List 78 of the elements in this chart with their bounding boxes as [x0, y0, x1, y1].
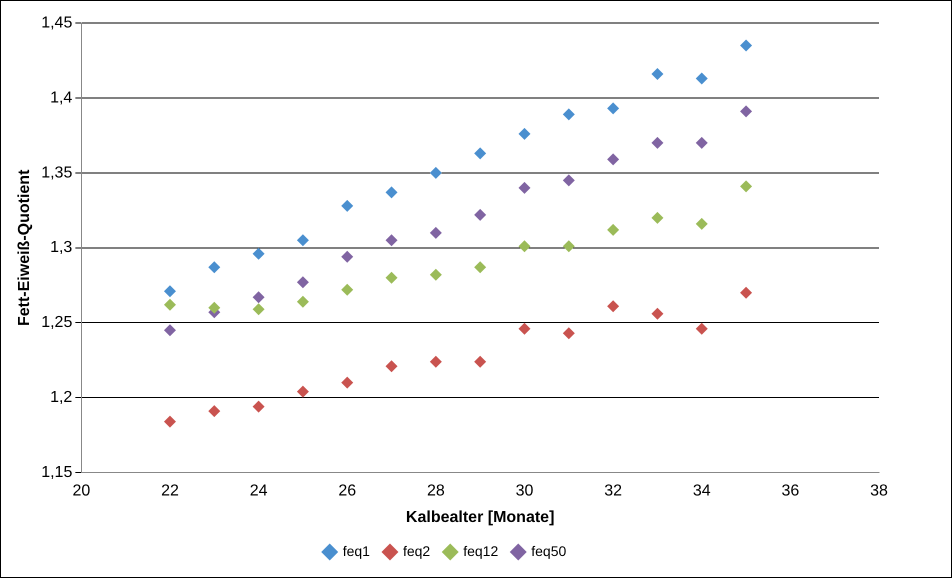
- point: [208, 405, 220, 418]
- y-tick-label: 1,25: [41, 314, 72, 332]
- y-tick-label: 1,45: [41, 14, 72, 32]
- point: [651, 68, 664, 80]
- x-tick-label: 38: [870, 482, 888, 500]
- point: [252, 400, 265, 413]
- point: [607, 102, 620, 114]
- point: [341, 250, 354, 263]
- point: [696, 218, 708, 230]
- point: [164, 298, 176, 311]
- x-tick-label: 32: [604, 482, 622, 500]
- point: [518, 182, 530, 194]
- point: [164, 416, 176, 428]
- point: [651, 308, 664, 320]
- y-tick-label: 1,4: [50, 89, 72, 106]
- point: [341, 200, 354, 212]
- point: [474, 356, 486, 368]
- point: [562, 240, 575, 252]
- point: [518, 322, 530, 335]
- point: [696, 136, 708, 149]
- point: [740, 39, 752, 52]
- point: [474, 208, 486, 221]
- point: [252, 291, 265, 304]
- point: [518, 240, 530, 252]
- point: [296, 276, 309, 288]
- point: [296, 234, 309, 246]
- x-tick-label: 30: [516, 482, 534, 500]
- point: [696, 72, 708, 84]
- point: [430, 226, 442, 239]
- x-tick-label: 26: [338, 482, 356, 500]
- legend-label: feq12: [463, 542, 498, 559]
- y-tick-label: 1,3: [50, 239, 72, 256]
- point: [341, 376, 354, 389]
- point: [607, 224, 620, 236]
- point: [562, 108, 575, 120]
- point: [341, 284, 354, 296]
- point: [164, 324, 176, 336]
- point: [386, 234, 398, 246]
- x-tick-label: 36: [781, 482, 800, 500]
- point: [740, 105, 752, 118]
- point: [252, 303, 265, 316]
- x-axis-title: Kalbealter [Monate]: [406, 508, 554, 526]
- point: [607, 153, 620, 166]
- point: [386, 272, 398, 284]
- legend-label: feq1: [342, 542, 370, 559]
- y-tick-label: 1,2: [50, 389, 72, 406]
- point: [208, 261, 220, 274]
- y-tick-label: 1,15: [41, 464, 72, 482]
- point: [430, 166, 442, 179]
- y-tick-label: 1,35: [41, 164, 72, 182]
- point: [386, 186, 398, 198]
- x-tick-label: 24: [250, 482, 268, 500]
- point: [562, 327, 575, 340]
- point: [296, 296, 309, 308]
- x-tick-label: 34: [692, 482, 711, 500]
- legend-label: feq2: [402, 542, 430, 559]
- x-tick-label: 28: [426, 482, 445, 500]
- point: [696, 322, 708, 335]
- x-tick-label: 22: [161, 482, 179, 500]
- point: [252, 248, 265, 260]
- point: [474, 261, 486, 274]
- point: [651, 212, 664, 224]
- point: [562, 174, 575, 186]
- y-axis-title: Fett-Eiweiß-Quotient: [16, 168, 34, 326]
- point: [296, 386, 309, 398]
- point: [607, 300, 620, 312]
- point: [518, 128, 530, 140]
- point: [164, 285, 176, 298]
- point: [740, 180, 752, 192]
- legend-label: feq50: [531, 542, 566, 559]
- point: [430, 356, 442, 368]
- x-tick-label: 20: [72, 482, 90, 500]
- point: [208, 302, 220, 314]
- point: [740, 286, 752, 299]
- point: [430, 268, 442, 281]
- point: [474, 147, 486, 160]
- point: [651, 136, 664, 149]
- point: [386, 360, 398, 372]
